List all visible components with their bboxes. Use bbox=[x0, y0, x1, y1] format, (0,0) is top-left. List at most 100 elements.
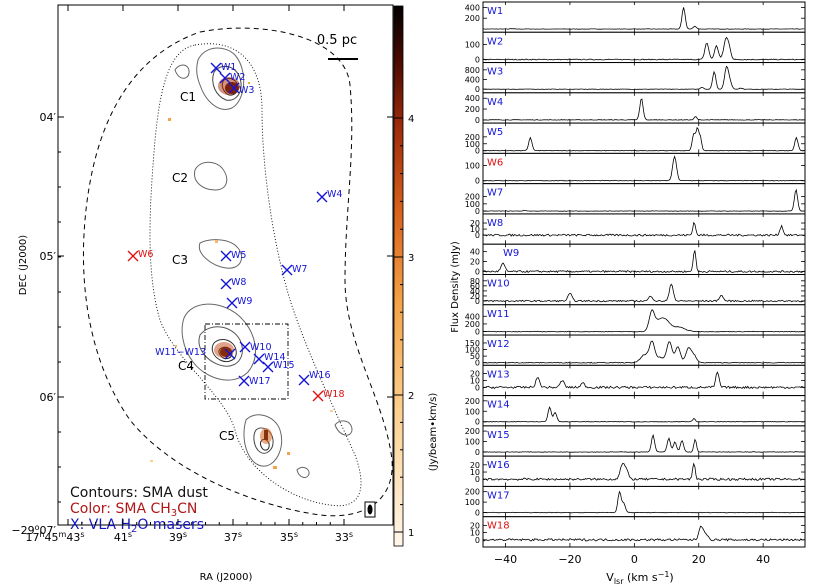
spectrum-y-tick-label: 0 bbox=[475, 231, 480, 240]
maser-label: W14 bbox=[264, 352, 285, 363]
spectrum-y-tick-label: 100 bbox=[465, 140, 480, 149]
maser-label: W2 bbox=[230, 72, 245, 83]
colorbar-tick-label: 2 bbox=[408, 391, 414, 402]
spectrum-label-w7: W7 bbox=[487, 188, 503, 199]
spectrum-y-tick-label: 400 bbox=[465, 94, 480, 103]
legend-contours: Contours: SMA dust bbox=[70, 485, 208, 501]
spectrum-y-tick-label: 200 bbox=[465, 105, 480, 114]
maser-w14: W14 bbox=[253, 352, 285, 365]
spectrum-y-tick-label: 0 bbox=[475, 116, 480, 125]
spectrum-y-tick-label: 20 bbox=[470, 292, 480, 301]
spectrum-y-tick-label: 100 bbox=[465, 40, 480, 49]
zoom-box bbox=[204, 323, 289, 400]
maser-w10: W10 bbox=[239, 341, 271, 353]
clump-label-c2: C2 bbox=[172, 171, 188, 185]
maser-label: W4 bbox=[327, 189, 342, 200]
spectrum-y-tick-label: 800 bbox=[465, 66, 480, 75]
spectrum-y-tick-label: 10 bbox=[470, 225, 480, 234]
spectrum-y-tick-label: 0 bbox=[475, 509, 480, 518]
ra-tick-label: 17h45m43s bbox=[25, 530, 84, 544]
spectrum-label-w12: W12 bbox=[487, 339, 510, 350]
spectrum-y-tick-label: 0 bbox=[475, 359, 480, 368]
colorbar-tick-label: 4 bbox=[408, 114, 414, 125]
spectrum-x-tick-label: −40 bbox=[494, 553, 517, 566]
spectrum-line bbox=[482, 36, 805, 61]
beam-ellipse bbox=[367, 504, 373, 515]
maser-label: W5 bbox=[231, 250, 246, 261]
clump-label-c5: C5 bbox=[219, 429, 235, 443]
spectrum-y-tick-label: 0 bbox=[475, 147, 480, 156]
spectrum-panel-w6: 0 100 W6 bbox=[465, 152, 806, 186]
spectrum-y-tick-label: 20 bbox=[470, 521, 480, 530]
maser-w2: W2 bbox=[219, 72, 245, 84]
maser-w4: W4 bbox=[316, 189, 342, 203]
spectrum-label-w17: W17 bbox=[487, 490, 510, 501]
spectrum-y-tick-label: 10 bbox=[470, 376, 480, 385]
colorbar-tick-label: 3 bbox=[408, 253, 414, 264]
maser-w6: W6 bbox=[127, 249, 153, 262]
spectrum-y-tick-label: 20 bbox=[470, 258, 480, 267]
spectrum-x-tick-label: −20 bbox=[558, 553, 581, 566]
maser-w9: W9 bbox=[226, 296, 252, 309]
spectrum-y-tick-label: 100 bbox=[465, 498, 480, 507]
spectrum-panel-w1: 200 400 W1 bbox=[465, 1, 806, 33]
maser-label: W18 bbox=[323, 389, 344, 400]
colorbar-tick-label: 1 bbox=[408, 528, 414, 539]
spectrum-y-tick-label: 40 bbox=[470, 287, 480, 296]
colorbar-ticks: 1 2 3 4 bbox=[394, 114, 414, 539]
spectrum-y-tick-label: 20 bbox=[470, 370, 480, 379]
spectrum-y-tick-label: 0 bbox=[475, 536, 480, 545]
spectrum-y-tick-label: 10 bbox=[470, 468, 480, 477]
spectrum-y-tick-label: 20 bbox=[470, 461, 480, 470]
spectrum-y-tick-label: 0 bbox=[475, 383, 480, 392]
spectrum-y-tick-label: 40 bbox=[470, 248, 480, 257]
dec-tick-label: 05′ bbox=[40, 250, 57, 263]
spectrum-line bbox=[482, 98, 805, 121]
spectrum-y-tick-label: 100 bbox=[465, 162, 480, 171]
spectrum-label-w2: W2 bbox=[487, 36, 503, 47]
spectrum-label-w8: W8 bbox=[487, 218, 503, 229]
spectrum-line bbox=[483, 188, 805, 212]
spectrum-y-tick-label: 0 bbox=[475, 418, 480, 427]
spectrum-label-w16: W16 bbox=[487, 460, 510, 471]
spectrum-y-tick-label: 0 bbox=[475, 56, 480, 65]
maser-w7: W7 bbox=[281, 264, 307, 276]
map-legend: Contours: SMA dust Color: SMA CH3CN X: V… bbox=[70, 485, 208, 535]
maser-label: W9 bbox=[237, 296, 252, 307]
maser-w3: W3 bbox=[228, 82, 254, 96]
spectrum-line bbox=[482, 371, 805, 390]
spectrum-line bbox=[482, 525, 805, 542]
ra-tick-label: 33s bbox=[335, 530, 353, 544]
dec-tick-label: 04′ bbox=[40, 111, 57, 124]
scale-bar-label: 0.5 pc bbox=[317, 33, 357, 48]
dec-tick-label: −29o07′ bbox=[11, 523, 56, 537]
maser-label: W8 bbox=[231, 277, 246, 288]
ra-axis-label: RA (J2000) bbox=[200, 572, 253, 583]
spectrum-y-tick-label: 0 bbox=[475, 207, 480, 216]
maser-label: W7 bbox=[292, 264, 307, 275]
maser-w15: W15 bbox=[262, 360, 294, 373]
spectrum-label-w13: W13 bbox=[487, 369, 510, 380]
colorbar-label: (Jy/beam•km/s) bbox=[428, 393, 439, 472]
ch3cn-emission bbox=[150, 77, 333, 469]
spectrum-y-tick-label: 200 bbox=[465, 397, 480, 406]
spectrum-y-tick-label: 150 bbox=[465, 339, 480, 348]
spectrum-line bbox=[482, 309, 805, 333]
spectra-y-axis-label: Flux Density (mJy) bbox=[450, 241, 461, 333]
spectrum-y-tick-label: 200 bbox=[465, 193, 480, 202]
legend-color: Color: SMA CH3CN bbox=[70, 501, 197, 519]
spectrum-y-tick-label: 0 bbox=[475, 177, 480, 186]
spectrum-line bbox=[483, 155, 805, 182]
spectrum-label-w11: W11 bbox=[487, 309, 510, 320]
